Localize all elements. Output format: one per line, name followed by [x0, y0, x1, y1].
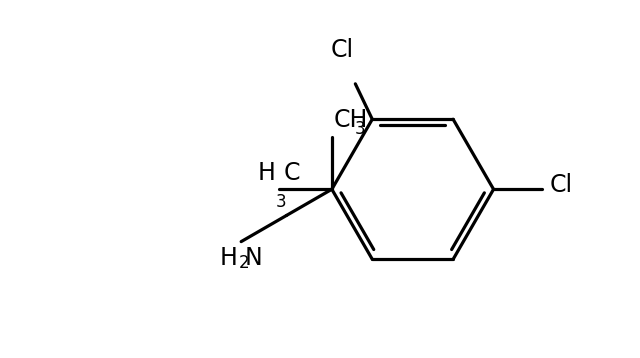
- Text: CH: CH: [333, 108, 368, 132]
- Text: 2: 2: [239, 254, 250, 272]
- Text: H: H: [258, 161, 276, 185]
- Text: 3: 3: [276, 193, 286, 211]
- Text: Cl: Cl: [331, 38, 354, 62]
- Text: Cl: Cl: [550, 173, 573, 197]
- Text: 3: 3: [355, 120, 365, 139]
- Text: H: H: [220, 246, 237, 270]
- Text: N: N: [245, 246, 263, 270]
- Text: C: C: [284, 161, 300, 185]
